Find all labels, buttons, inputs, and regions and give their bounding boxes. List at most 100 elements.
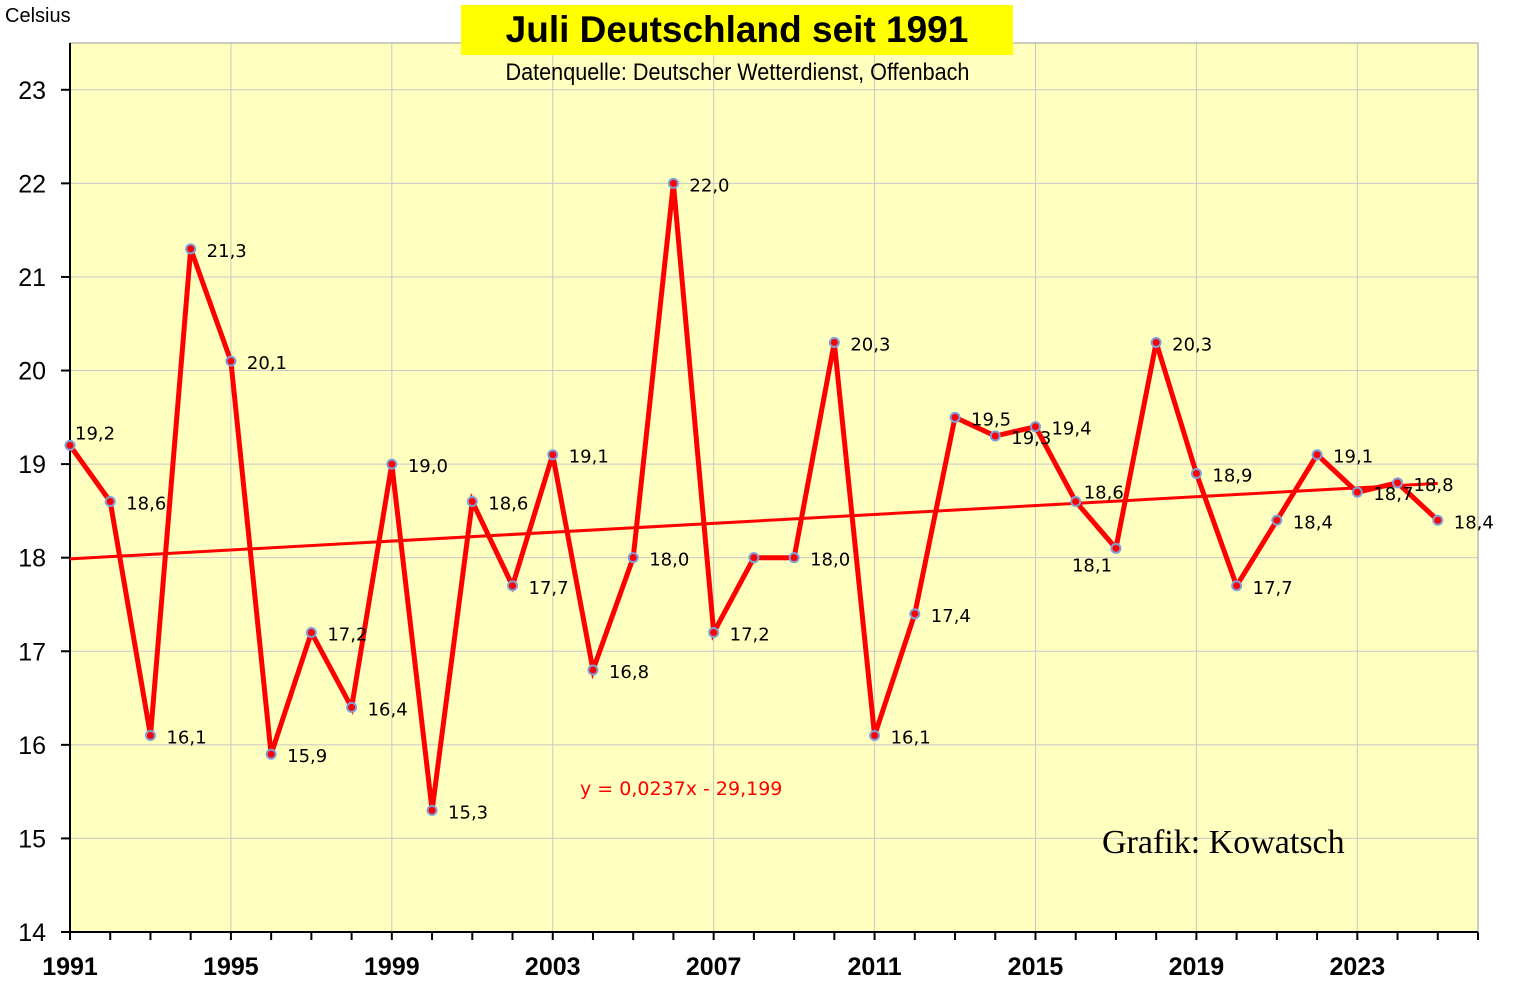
data-label: 18,0 bbox=[649, 550, 689, 571]
data-point bbox=[828, 336, 840, 348]
data-label: 18,8 bbox=[1414, 475, 1454, 496]
data-label: 19,1 bbox=[1333, 447, 1373, 468]
data-point bbox=[426, 804, 438, 816]
data-label: 19,5 bbox=[971, 409, 1011, 430]
data-point bbox=[869, 729, 881, 741]
y-tick-label: 18 bbox=[18, 545, 46, 573]
y-tick-label: 14 bbox=[18, 919, 46, 947]
data-label: 19,4 bbox=[1051, 419, 1091, 440]
x-tick-label: 2019 bbox=[1169, 953, 1225, 981]
data-label: 18,6 bbox=[1084, 483, 1124, 504]
data-label: 22,0 bbox=[689, 175, 729, 196]
data-point bbox=[1110, 542, 1122, 554]
x-tick-label: 1995 bbox=[203, 953, 259, 981]
data-point bbox=[1351, 486, 1363, 498]
data-label: 15,3 bbox=[448, 802, 488, 823]
data-point bbox=[507, 580, 519, 592]
data-label: 16,1 bbox=[891, 727, 931, 748]
data-label: 20,1 bbox=[247, 353, 287, 374]
data-point bbox=[1231, 580, 1243, 592]
data-label: 17,2 bbox=[730, 625, 770, 646]
data-label: 18,0 bbox=[810, 550, 850, 571]
data-label: 20,3 bbox=[1172, 334, 1212, 355]
data-label: 18,4 bbox=[1454, 512, 1494, 533]
y-tick-label: 22 bbox=[18, 170, 46, 198]
data-point bbox=[547, 449, 559, 461]
chart-subtitle: Datenquelle: Deutscher Wetterdienst, Off… bbox=[505, 59, 970, 86]
chart-title: Juli Deutschland seit 1991 bbox=[505, 9, 969, 50]
y-tick-label: 19 bbox=[18, 451, 46, 479]
data-point bbox=[1311, 449, 1323, 461]
y-axis-label: Celsius bbox=[5, 5, 71, 27]
data-label: 18,7 bbox=[1373, 484, 1413, 505]
data-point bbox=[466, 496, 478, 508]
data-label: 17,7 bbox=[529, 578, 569, 599]
y-tick-label: 17 bbox=[18, 638, 46, 666]
data-label: 16,4 bbox=[368, 699, 408, 720]
y-tick-label: 20 bbox=[18, 358, 46, 386]
data-label: 19,3 bbox=[1011, 428, 1051, 449]
chart-credit: Grafik: Kowatsch bbox=[1102, 824, 1345, 861]
data-label: 16,8 bbox=[609, 662, 649, 683]
data-point bbox=[949, 411, 961, 423]
data-point bbox=[667, 177, 679, 189]
data-label: 17,7 bbox=[1253, 578, 1293, 599]
x-tick-label: 1991 bbox=[42, 953, 98, 981]
data-point bbox=[346, 701, 358, 713]
trendline-group bbox=[69, 481, 1438, 561]
data-point bbox=[909, 608, 921, 620]
data-point bbox=[1392, 477, 1404, 489]
trendline-equation: y = 0,0237x - 29,199 bbox=[580, 778, 783, 800]
data-label: 19,0 bbox=[408, 456, 448, 477]
data-point bbox=[1150, 336, 1162, 348]
data-point bbox=[1070, 496, 1082, 508]
data-label: 18,1 bbox=[1072, 555, 1112, 576]
data-point bbox=[104, 496, 116, 508]
data-label: 18,4 bbox=[1293, 512, 1333, 533]
trendline bbox=[69, 481, 1438, 561]
data-point bbox=[144, 729, 156, 741]
data-label: 19,2 bbox=[75, 423, 115, 444]
data-label: 19,1 bbox=[569, 447, 609, 468]
data-point bbox=[708, 627, 720, 639]
y-tick-label: 16 bbox=[18, 732, 46, 760]
data-point bbox=[587, 664, 599, 676]
data-point bbox=[1190, 467, 1202, 479]
data-label: 21,3 bbox=[207, 241, 247, 262]
data-label: 15,9 bbox=[287, 746, 327, 767]
data-point bbox=[989, 430, 1001, 442]
y-tick-label: 21 bbox=[18, 264, 46, 292]
data-label: 18,6 bbox=[126, 494, 166, 515]
x-tick-label: 1999 bbox=[364, 953, 420, 981]
tick-labels: 14 15 16 17 18 19 20 21 22 23 1991 1995 1999 2003 2007… bbox=[18, 77, 1385, 981]
data-point bbox=[265, 748, 277, 760]
y-tick-label: 15 bbox=[18, 825, 46, 853]
x-tick-label: 2023 bbox=[1330, 953, 1386, 981]
data-point bbox=[788, 552, 800, 564]
data-label: 18,9 bbox=[1212, 465, 1252, 486]
x-tick-label: 2003 bbox=[525, 953, 581, 981]
data-point bbox=[627, 552, 639, 564]
y-tick-label: 23 bbox=[18, 77, 46, 105]
data-label: 18,6 bbox=[488, 494, 528, 515]
data-label: 17,2 bbox=[327, 625, 367, 646]
data-label: 16,1 bbox=[166, 727, 206, 748]
data-point bbox=[64, 439, 76, 451]
data-point bbox=[1271, 514, 1283, 526]
title-highlight bbox=[461, 5, 1013, 55]
x-tick-label: 2007 bbox=[686, 953, 742, 981]
plot-area bbox=[70, 43, 1478, 932]
data-point bbox=[386, 458, 398, 470]
data-point bbox=[185, 243, 197, 255]
data-point bbox=[748, 552, 760, 564]
data-point bbox=[1029, 421, 1041, 433]
data-point bbox=[305, 627, 317, 639]
data-label: 20,3 bbox=[850, 334, 890, 355]
data-label: 17,4 bbox=[931, 606, 971, 627]
data-point bbox=[1432, 514, 1444, 526]
x-tick-label: 2011 bbox=[847, 953, 901, 981]
data-labels: 19,2 18,6 16,1 21,3 20,1 15,9 17,2 16,4 19,0 15,3… bbox=[75, 175, 1494, 823]
x-tick-label: 2015 bbox=[1008, 953, 1064, 981]
data-point bbox=[225, 355, 237, 367]
